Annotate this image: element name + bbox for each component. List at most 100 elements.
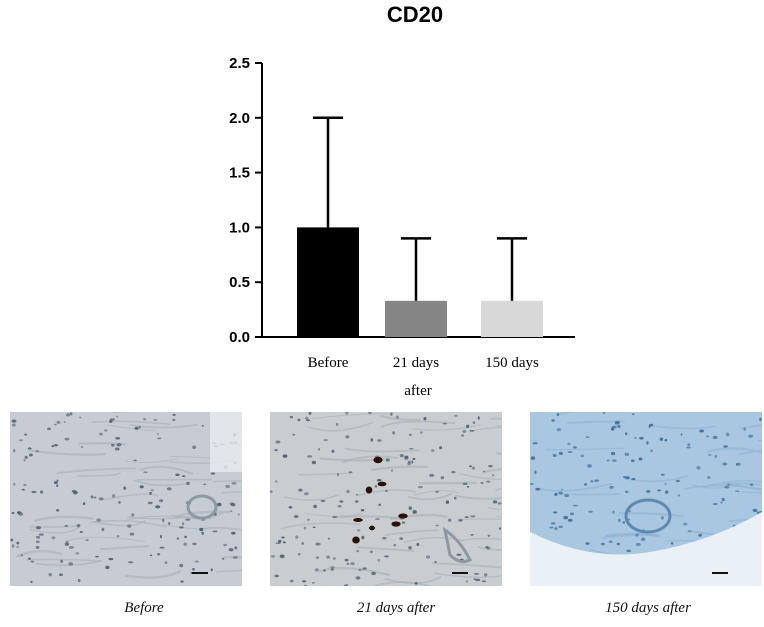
cell-nucleus	[35, 545, 40, 549]
cell-nucleus	[64, 525, 68, 527]
cell-nucleus	[11, 419, 17, 423]
duct-structure	[442, 526, 473, 564]
cell-nucleus	[608, 540, 613, 544]
cell-nucleus	[153, 418, 158, 421]
y-tick-label: 2.0	[229, 110, 250, 127]
bar-chart: 0.0 0.5 1.0 1.5 2.0 2.5 Before 21 days 150 days a…	[229, 55, 575, 399]
cell-nucleus	[297, 418, 301, 422]
cell-nucleus	[375, 518, 380, 521]
cell-nucleus	[567, 518, 573, 522]
cell-nucleus	[556, 413, 560, 417]
cell-nucleus	[624, 452, 630, 457]
cell-nucleus	[282, 541, 286, 544]
cell-nucleus	[470, 515, 476, 518]
chart-title: CD20	[386, 2, 444, 27]
tissue-fiber	[567, 420, 625, 425]
cell-nucleus	[143, 418, 147, 421]
cell-nucleus	[234, 546, 238, 550]
cell-nucleus	[30, 580, 33, 583]
cell-nucleus	[301, 580, 307, 583]
cell-nucleus	[556, 428, 561, 432]
cell-nucleus	[664, 482, 667, 485]
cell-nucleus	[614, 421, 618, 425]
tissue-fiber	[487, 507, 502, 511]
cell-nucleus	[270, 555, 275, 558]
scale-bar	[452, 572, 468, 574]
cell-nucleus	[564, 494, 569, 498]
cell-nucleus	[90, 495, 94, 499]
cell-nucleus	[68, 545, 74, 550]
tissue-fiber	[370, 465, 428, 472]
cell-nucleus	[534, 470, 537, 475]
cell-nucleus	[358, 568, 362, 571]
cell-nucleus	[155, 505, 161, 509]
cell-nucleus	[225, 484, 231, 489]
cell-nucleus	[30, 560, 35, 563]
cell-nucleus	[408, 433, 412, 436]
cell-nucleus	[759, 417, 762, 422]
cell-nucleus	[172, 413, 176, 416]
cell-nucleus	[735, 463, 739, 466]
cell-nucleus	[587, 464, 592, 468]
micrograph-image-21-days	[270, 412, 502, 586]
stained-cell	[353, 517, 363, 523]
tissue-fiber	[298, 472, 353, 476]
cell-nucleus	[708, 454, 712, 456]
cell-nucleus	[713, 502, 718, 506]
cell-nucleus	[53, 481, 58, 485]
cell-nucleus	[411, 460, 414, 464]
cell-nucleus	[486, 480, 491, 483]
tissue-background	[10, 412, 242, 586]
cell-nucleus	[101, 527, 105, 532]
cell-nucleus	[618, 518, 621, 522]
cell-nucleus	[114, 447, 120, 451]
tissue-fiber	[419, 481, 477, 485]
cell-nucleus	[72, 490, 78, 495]
cell-nucleus	[725, 432, 730, 437]
tissue-fiber	[26, 558, 101, 562]
cell-nucleus	[77, 578, 81, 583]
cell-nucleus	[270, 490, 273, 493]
tissue-fiber	[29, 526, 79, 534]
cell-nucleus	[602, 412, 606, 414]
cell-nucleus	[466, 485, 470, 488]
tissue-fiber	[356, 546, 415, 552]
cell-nucleus	[176, 537, 179, 540]
cell-nucleus	[134, 426, 139, 430]
cell-nucleus	[408, 546, 412, 550]
cell-nucleus	[63, 421, 66, 423]
cell-nucleus	[600, 542, 605, 546]
cell-nucleus	[664, 490, 669, 494]
cell-nucleus	[127, 524, 132, 528]
caption-150-days: 150 days after	[605, 600, 691, 616]
tissue-fiber	[357, 489, 417, 497]
tissue-fiber	[33, 515, 94, 523]
cell-nucleus	[274, 449, 278, 452]
tissue-fiber	[89, 519, 167, 528]
cell-nucleus	[82, 502, 86, 506]
cell-nucleus	[192, 542, 197, 546]
tissue-fiber	[496, 451, 502, 456]
cell-nucleus	[752, 508, 758, 513]
cell-nucleus	[99, 432, 103, 436]
cell-nucleus	[53, 444, 59, 447]
cell-nucleus	[66, 413, 70, 417]
cell-nucleus	[289, 415, 294, 419]
cell-nucleus	[129, 532, 135, 536]
tissue-fiber	[457, 518, 502, 520]
tissue-fiber	[495, 425, 502, 427]
cell-nucleus	[368, 412, 372, 414]
cell-nucleus	[370, 550, 373, 554]
cell-nucleus	[28, 557, 31, 560]
tissue-fiber	[216, 569, 242, 573]
cell-nucleus	[558, 491, 563, 495]
cell-nucleus	[624, 476, 630, 480]
cell-nucleus	[118, 501, 121, 504]
cell-nucleus	[159, 534, 163, 539]
cell-nucleus	[111, 443, 115, 447]
cell-nucleus	[79, 416, 82, 419]
cell-nucleus	[481, 580, 487, 583]
cell-nucleus	[343, 584, 347, 586]
tissue-fiber	[124, 569, 182, 579]
x-tick-label: 150 days	[485, 355, 539, 371]
